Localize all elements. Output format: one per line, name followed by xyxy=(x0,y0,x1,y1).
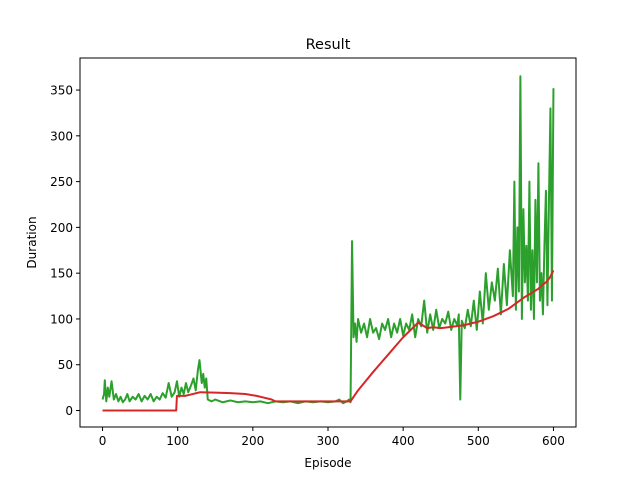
series-line-1 xyxy=(101,75,555,405)
y-tick-label: 200 xyxy=(50,221,73,235)
y-tick-label: 250 xyxy=(50,175,73,189)
x-tick-label: 200 xyxy=(241,434,264,448)
chart-title: Result xyxy=(306,37,351,53)
y-tick-label: 0 xyxy=(65,404,73,418)
y-axis-title: Duration xyxy=(25,216,39,268)
x-tick-label: 0 xyxy=(99,434,107,448)
series-line-2 xyxy=(102,269,555,412)
x-tick-label: 400 xyxy=(392,434,415,448)
y-tick-label: 300 xyxy=(50,129,73,143)
x-tick-label: 600 xyxy=(542,434,565,448)
x-tick-label: 300 xyxy=(317,434,340,448)
x-tick-label: 500 xyxy=(467,434,490,448)
x-axis: 0 100 200 300 400 500 600 xyxy=(99,427,565,448)
series-layer xyxy=(101,75,555,412)
y-tick-label: 350 xyxy=(50,84,73,98)
y-tick-label: 100 xyxy=(50,312,73,326)
x-axis-title: Episode xyxy=(304,456,351,470)
y-tick-label: 50 xyxy=(58,358,73,372)
y-tick-label: 150 xyxy=(50,267,73,281)
y-axis: 0 50 100 150 200 250 300 350 xyxy=(50,84,80,418)
x-tick-label: 100 xyxy=(166,434,189,448)
